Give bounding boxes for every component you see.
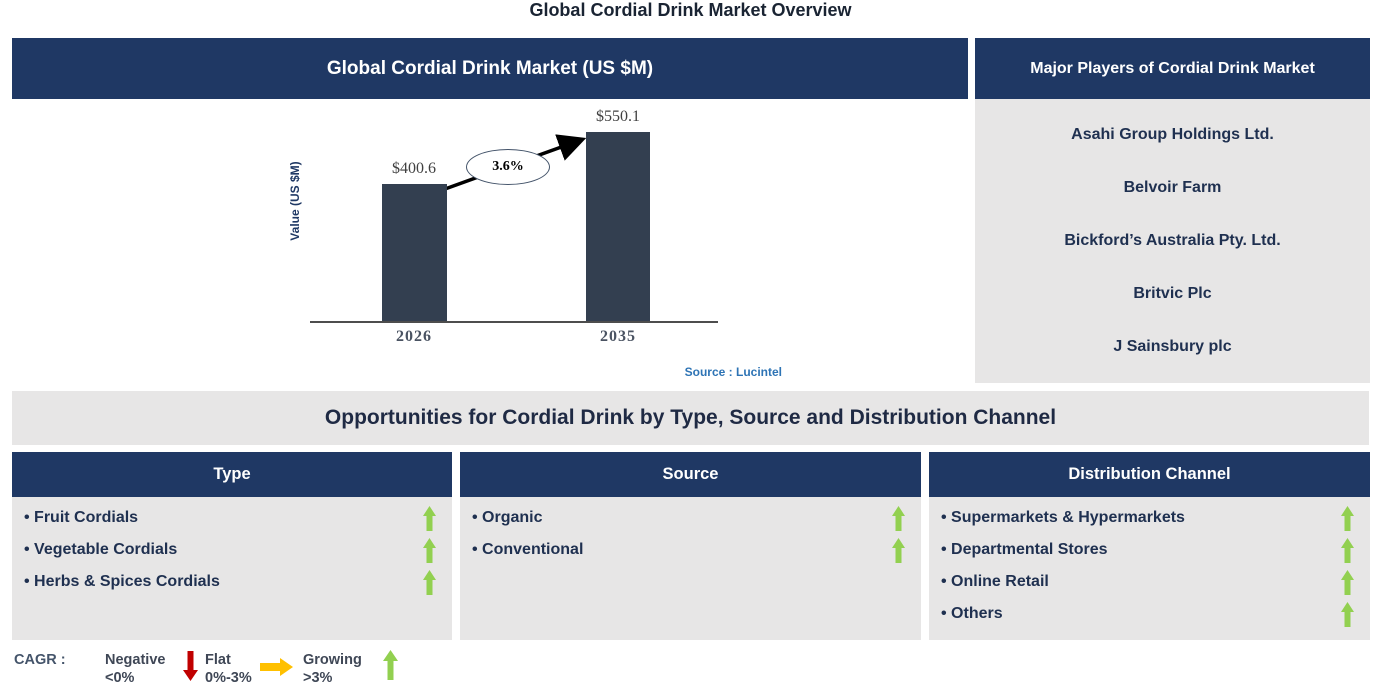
chart-panel-title: Global Cordial Drink Market (US $M) — [326, 57, 654, 79]
x-axis-line — [310, 321, 718, 323]
opportunities-banner: Opportunities for Cordial Drink by Type,… — [12, 391, 1369, 445]
growing-up-arrow-icon — [1341, 569, 1354, 595]
negative-down-arrow-icon — [183, 651, 198, 686]
growing-up-arrow-icon — [423, 569, 436, 595]
legend-flat-name: Flat — [205, 652, 231, 668]
list-item: Vegetable Cordials — [12, 534, 452, 566]
growing-up-arrow-icon — [423, 537, 436, 563]
players-panel-title: Major Players of Cordial Drink Market — [1030, 59, 1315, 77]
page-title: Global Cordial Drink Market Overview — [529, 0, 852, 20]
growth-arrow — [444, 134, 587, 191]
legend-flat-range: 0%-3% — [205, 670, 252, 687]
growing-up-arrow-icon — [892, 537, 905, 563]
player-name: Belvoir Farm — [1123, 179, 1222, 197]
x-tick-2026: 2026 — [396, 328, 432, 345]
growing-up-arrow-icon — [383, 650, 398, 685]
opportunity-label: Fruit Cordials — [24, 509, 138, 527]
legend-growing: Growing >3% — [303, 651, 362, 687]
distribution-column-body: Supermarkets & Hypermarkets Departmental… — [929, 497, 1370, 640]
players-panel-header: Major Players of Cordial Drink Market — [975, 38, 1370, 99]
type-column-title: Type — [213, 465, 251, 483]
growing-up-arrow-icon — [1341, 537, 1354, 563]
player-name: Britvic Plc — [1133, 284, 1212, 302]
opportunity-label: Herbs & Spices Cordials — [24, 573, 220, 591]
opportunities-title: Opportunities for Cordial Drink by Type,… — [324, 406, 1057, 429]
legend-negative-range: <0% — [105, 670, 135, 687]
list-item: Supermarkets & Hypermarkets — [929, 502, 1370, 534]
legend-growing-range: >3% — [303, 670, 333, 687]
distribution-column-header: Distribution Channel — [929, 452, 1370, 497]
list-item: Departmental Stores — [929, 534, 1370, 566]
opportunity-label: Online Retail — [941, 573, 1049, 591]
growing-up-arrow-icon — [1341, 601, 1354, 627]
bar-value-2026: $400.6 — [392, 160, 436, 177]
player-name: Asahi Group Holdings Ltd. — [1071, 126, 1274, 144]
list-item: Herbs & Spices Cordials — [12, 566, 452, 598]
bar-chart: Value (US $M) $400.6 $550.1 3.6% 2026 20… — [12, 99, 968, 385]
opportunity-label: Others — [941, 605, 1003, 623]
opportunity-label: Organic — [472, 509, 542, 527]
opportunity-label: Supermarkets & Hypermarkets — [941, 509, 1185, 527]
cagr-legend-label: CAGR : — [14, 652, 66, 668]
list-item: Others — [929, 598, 1370, 630]
bar-value-2035: $550.1 — [596, 108, 640, 125]
source-column-title: Source — [662, 465, 719, 483]
bar-2026 — [382, 184, 447, 322]
flat-right-arrow-icon — [260, 658, 293, 681]
chart-panel-header: Global Cordial Drink Market (US $M) — [12, 38, 968, 99]
cagr-value: 3.6% — [492, 159, 524, 174]
opportunity-label: Departmental Stores — [941, 541, 1108, 559]
legend-negative-name: Negative — [105, 652, 166, 668]
source-column-body: Organic Conventional — [460, 497, 921, 640]
type-column-header: Type — [12, 452, 452, 497]
players-list: Asahi Group Holdings Ltd. Belvoir Farm B… — [975, 99, 1370, 383]
growing-up-arrow-icon — [1341, 505, 1354, 531]
list-item: Fruit Cordials — [12, 502, 452, 534]
growing-up-arrow-icon — [423, 505, 436, 531]
legend-flat: Flat 0%-3% — [205, 651, 252, 687]
bar-2035 — [586, 132, 650, 322]
legend-negative: Negative <0% — [105, 651, 165, 687]
type-column-body: Fruit Cordials Vegetable Cordials Herbs … — [12, 497, 452, 640]
growing-up-arrow-icon — [892, 505, 905, 531]
cagr-callout: 3.6% — [466, 149, 550, 185]
legend-growing-name: Growing — [303, 652, 362, 668]
player-name: Bickford’s Australia Pty. Ltd. — [1064, 231, 1281, 249]
opportunity-label: Vegetable Cordials — [24, 541, 177, 559]
list-item: Organic — [460, 502, 921, 534]
list-item: Conventional — [460, 534, 921, 566]
x-tick-2035: 2035 — [600, 328, 636, 345]
distribution-column-title: Distribution Channel — [1068, 465, 1231, 483]
source-column-header: Source — [460, 452, 921, 497]
chart-source: Source : Lucintel — [684, 365, 782, 379]
opportunity-label: Conventional — [472, 541, 583, 559]
list-item: Online Retail — [929, 566, 1370, 598]
player-name: J Sainsbury plc — [1113, 337, 1232, 355]
